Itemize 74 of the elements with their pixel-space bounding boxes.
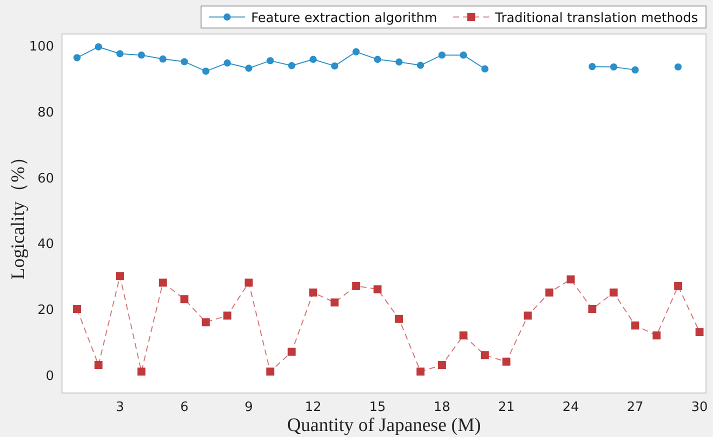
point [116,50,124,58]
y-tick-label: 20 [37,303,54,318]
point [481,65,488,73]
point [223,312,232,320]
point [159,55,166,63]
point [674,282,682,290]
point [310,56,317,63]
point [566,275,575,284]
point [502,358,510,366]
point [438,361,446,370]
point [480,351,489,360]
point [94,361,102,370]
point [632,66,639,74]
point [202,318,210,326]
point [610,63,618,71]
point [610,288,618,297]
point [138,51,146,59]
point [652,331,661,340]
x-tick-label: 3 [116,400,124,415]
y-tick-label: 80 [37,105,54,120]
point [244,278,253,287]
point [674,63,682,71]
point [116,272,124,280]
point [696,328,704,336]
x-tick-label: 21 [498,400,515,415]
point [266,57,274,64]
point [352,282,360,290]
point [524,312,532,320]
point [94,43,102,50]
legend-label: Feature extraction algorithm [251,11,438,26]
point [73,54,81,62]
point [588,63,596,70]
point [395,314,404,323]
point [288,62,296,70]
x-tick-label: 18 [434,400,450,415]
point [330,298,339,306]
point [224,59,231,67]
point [202,68,210,75]
point [158,278,167,287]
point [180,58,188,66]
point [588,305,596,314]
point [631,321,640,330]
y-axis-title: Logicality（%） [8,148,29,280]
y-tick-label: 0 [46,368,54,384]
point [352,48,360,56]
x-tick-label: 9 [244,400,253,415]
y-tick-label: 100 [29,40,54,55]
x-tick-label: 6 [180,400,188,415]
point [309,288,318,297]
point [331,62,338,70]
point [73,305,82,314]
point [374,56,382,63]
point [416,62,424,69]
point [245,64,252,72]
point [180,295,188,304]
y-tick-label: 40 [37,237,54,252]
point [416,368,424,376]
legend-label: Traditional translation methods [494,11,698,26]
x-tick-label: 24 [562,400,580,415]
x-axis-title: Quantity of Japanese (M) [287,415,481,436]
point [288,348,296,356]
point [266,368,274,376]
point [374,285,382,294]
point [438,51,446,59]
point [459,331,468,340]
y-tick-label: 60 [37,171,54,186]
x-tick-label: 27 [626,400,644,415]
x-tick-label: 12 [304,400,322,415]
point [460,51,468,59]
point [137,368,146,376]
x-tick-label: 30 [691,400,708,415]
point [395,58,403,66]
point [545,288,554,297]
x-tick-label: 15 [369,400,386,415]
